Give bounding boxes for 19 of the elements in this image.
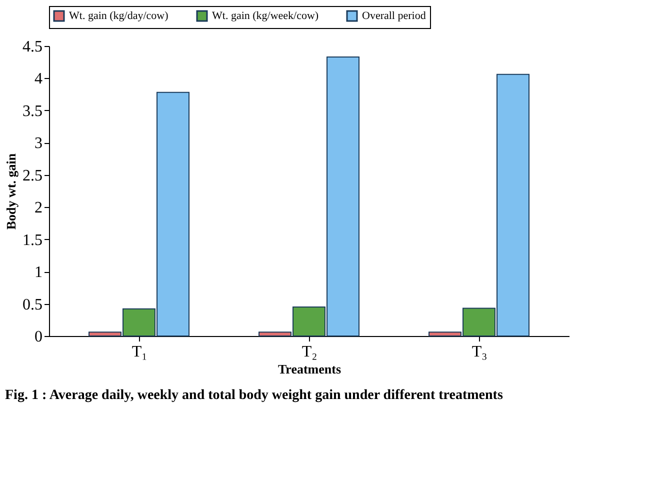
caption: Fig. 1 : Average daily, weekly and total body weight gain under different treatments [5, 388, 504, 403]
x-tick-label: T₂ [302, 344, 318, 360]
x-tick-label: T₃ [472, 344, 488, 360]
x-axis-title: Treatments [278, 362, 342, 376]
y-axis-title: Body wt. gain [4, 152, 18, 230]
y-tick-label: 1.5 [22, 232, 42, 249]
y-tick-label: 3 [34, 135, 42, 152]
y-tick-label: 1 [34, 264, 42, 282]
legend-label: Overall period [362, 10, 426, 22]
y-tick-label: 4 [34, 70, 42, 88]
legend-label: Wt. gain (kg/week/cow) [212, 10, 319, 22]
y-tick-label: 3.5 [22, 102, 42, 120]
y-tick-label: 0 [34, 328, 42, 346]
y-tick-label: 4.5 [22, 38, 42, 56]
y-tick-label: 2.5 [22, 167, 42, 184]
y-tick-label: 0.5 [22, 296, 42, 314]
y-tick-label: 2 [34, 200, 42, 217]
x-tick-label: T₁ [132, 344, 148, 360]
legend-label: Wt. gain (kg/day/cow) [69, 10, 169, 22]
